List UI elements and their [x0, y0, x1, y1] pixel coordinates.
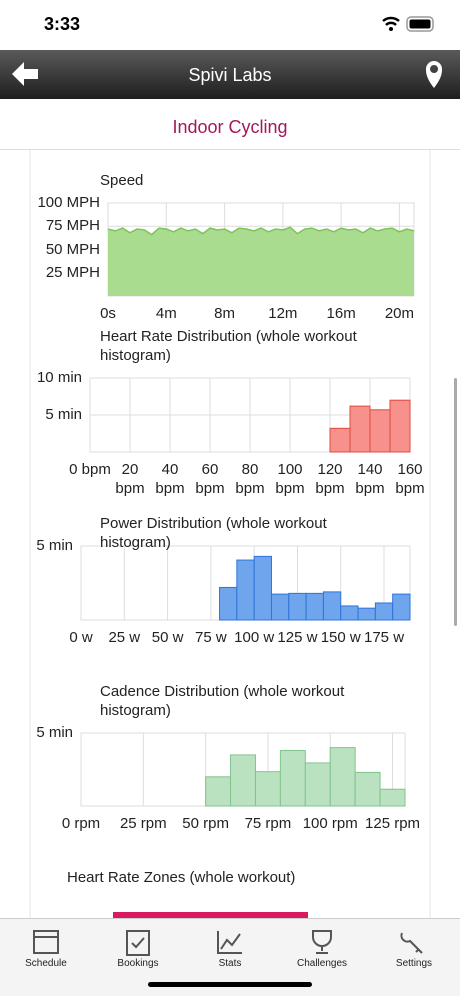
x-tick-label: 0s [100, 305, 116, 322]
x-tick-label: 4m [155, 305, 177, 322]
histogram-bar [205, 776, 232, 807]
x-tick-label: 16m [326, 305, 356, 322]
histogram-bar [329, 427, 351, 453]
histogram-bar [329, 747, 356, 807]
x-tick-label: 75 rpm [244, 815, 292, 832]
histogram-bar [389, 399, 411, 453]
chart-title: Heart Rate Distribution (whole workout h… [100, 328, 357, 364]
x-tick-label: 50 w [151, 629, 184, 646]
zone-bar-partial [113, 912, 308, 920]
tab-label[interactable]: Schedule [25, 958, 67, 969]
histogram-bar [230, 754, 256, 807]
y-tick-label: 10 min [36, 369, 82, 386]
histogram-bar [357, 607, 376, 621]
x-tick-label: 12m [268, 305, 298, 322]
x-tick-label: 75 w [195, 629, 227, 646]
chart-title: Speed [100, 172, 144, 189]
home-indicator [148, 982, 312, 987]
histogram-bar [270, 593, 290, 621]
histogram-bar [369, 409, 391, 453]
x-tick-label: 0 rpm [61, 815, 101, 832]
speed-line [107, 226, 415, 236]
x-tick-label: 0 bpm [69, 461, 111, 478]
histogram-bar [340, 605, 359, 621]
x-tick-label: 100 rpm [302, 815, 358, 832]
x-tick-label: 8m [214, 305, 235, 322]
x-tick-label: 120 bpm [315, 461, 345, 497]
x-tick-label: 100 w [234, 629, 275, 646]
page-header: Indoor Cycling [0, 99, 460, 150]
histogram-bar [379, 788, 406, 807]
y-tick-label: 75 MPH [45, 217, 100, 235]
nav-title: Spivi Labs [188, 65, 272, 85]
histogram-bar [219, 586, 238, 621]
nav-icons [12, 61, 442, 88]
y-tick-label: 5 min [36, 724, 73, 741]
histogram-bar [322, 591, 342, 621]
histogram-bar [374, 602, 394, 621]
tab-label[interactable]: Challenges [296, 958, 348, 969]
tab-icons [33, 930, 423, 956]
status-bar: 3:33 [0, 0, 460, 50]
x-tick-label: 150 w [320, 629, 361, 646]
x-tick-label: 40 bpm [155, 461, 185, 497]
nav-bar: Spivi Labs [0, 50, 460, 99]
x-tick-label: 160 bpm [395, 461, 425, 497]
x-tick-label: 80 bpm [235, 461, 265, 497]
histogram-bar [253, 555, 272, 621]
histogram-bar [236, 559, 255, 621]
tab-label[interactable]: Stats [218, 958, 242, 969]
chart-title: Power Distribution (whole workout histog… [100, 515, 327, 551]
histogram-bar [349, 405, 371, 453]
tab-label[interactable]: Bookings [117, 958, 159, 969]
x-tick-label: 0 w [69, 629, 93, 646]
histogram-bar [305, 592, 324, 621]
x-tick-label: 60 bpm [195, 461, 225, 497]
tab-label[interactable]: Settings [395, 958, 433, 969]
section-title: Heart Rate Zones (whole workout) [67, 869, 296, 886]
y-tick-label: 5 min [45, 406, 82, 423]
y-tick-label: 50 MPH [45, 240, 100, 258]
histogram-bar [254, 771, 281, 807]
x-tick-label: 140 bpm [355, 461, 385, 497]
histogram-bar [288, 592, 307, 621]
y-tick-label: 25 MPH [45, 263, 100, 281]
x-tick-label: 125 rpm [365, 815, 421, 832]
histogram-bar [279, 750, 306, 807]
x-tick-label: 50 rpm [182, 815, 229, 832]
clock: 3:33 [44, 14, 81, 34]
y-tick-label: 5 min [36, 537, 73, 554]
status-icons [382, 16, 434, 32]
x-tick-label: 175 w [364, 629, 405, 646]
x-tick-label: 20m [384, 305, 415, 322]
page-title: Indoor Cycling [172, 117, 288, 137]
x-tick-label: 125 w [277, 629, 318, 646]
scrollbar [454, 378, 457, 626]
location-button[interactable] [426, 61, 442, 88]
speed-area [108, 227, 414, 296]
histogram-bar [392, 593, 411, 621]
x-tick-label: 25 rpm [119, 815, 167, 832]
x-tick-label: 20 bpm [115, 461, 145, 497]
x-tick-label: 25 w [108, 629, 141, 646]
back-button[interactable] [12, 62, 38, 86]
chart-title: Cadence Distribution (whole workout hist… [100, 683, 345, 719]
x-tick-label: 100 bpm [275, 461, 305, 497]
histogram-bar [304, 762, 331, 807]
y-tick-label: 100 MPH [37, 194, 100, 211]
histogram-bar [354, 771, 381, 807]
